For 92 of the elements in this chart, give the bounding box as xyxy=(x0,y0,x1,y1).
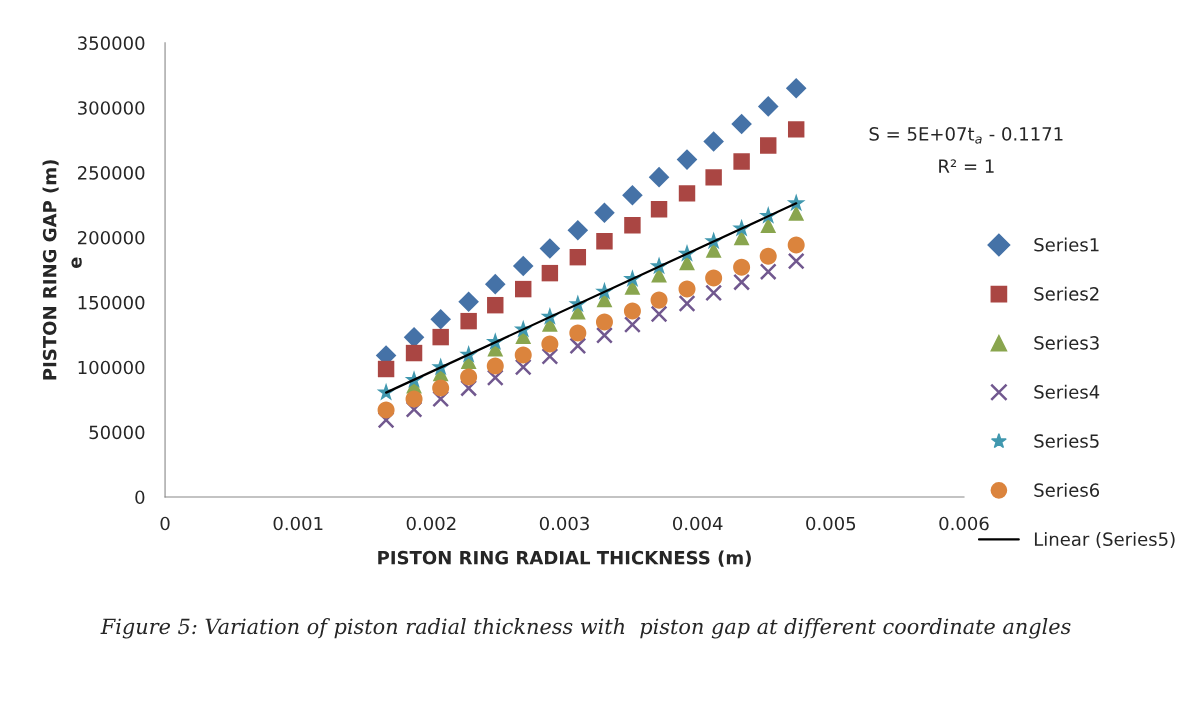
point xyxy=(705,284,723,302)
point xyxy=(786,193,806,212)
point xyxy=(403,327,425,348)
point xyxy=(678,185,696,202)
point xyxy=(731,113,752,135)
legend-label: Linear (Series5) xyxy=(1034,532,1175,549)
point xyxy=(650,201,668,218)
point xyxy=(514,346,532,364)
legend-label: Series2 xyxy=(1034,286,1099,301)
x-tick-label: 0.001 xyxy=(273,516,323,531)
point xyxy=(569,248,587,266)
point xyxy=(787,236,805,254)
annotation: R² = 1 xyxy=(939,159,994,173)
point xyxy=(541,347,559,365)
point xyxy=(650,305,668,323)
point xyxy=(515,280,532,298)
point xyxy=(760,137,777,154)
point xyxy=(541,335,559,353)
point xyxy=(405,344,423,362)
point xyxy=(594,202,615,224)
legend-label: Series4 xyxy=(1034,384,1100,399)
point xyxy=(405,400,423,418)
point xyxy=(705,169,722,186)
point xyxy=(541,264,559,282)
point xyxy=(377,401,395,419)
annotation: S = 5E+07t$_{a}$ - 0.1171 xyxy=(869,127,1063,144)
point xyxy=(514,358,532,376)
text: e xyxy=(71,257,82,269)
point xyxy=(622,184,643,206)
x-tick-label: 0.004 xyxy=(673,516,723,531)
point xyxy=(460,379,478,397)
y-tick-label: 50000 xyxy=(89,425,145,440)
point xyxy=(432,390,450,408)
point xyxy=(787,121,805,138)
point xyxy=(432,328,449,346)
caption: Figure 5: Variation of piston radial thickness with piston gap at different coordinate angles xyxy=(100,618,1071,639)
point xyxy=(757,96,779,117)
point xyxy=(623,316,641,334)
point xyxy=(703,131,724,152)
point xyxy=(678,294,696,313)
point xyxy=(705,269,723,287)
x-tick-label: 0.006 xyxy=(939,516,989,531)
point xyxy=(595,313,613,331)
point xyxy=(678,280,696,298)
point xyxy=(650,291,668,309)
point xyxy=(486,369,504,387)
point xyxy=(624,217,641,234)
legend-label: Series5 xyxy=(1034,433,1099,448)
point xyxy=(759,247,777,265)
point xyxy=(595,326,613,344)
legend-label: Series6 xyxy=(1034,482,1100,497)
point xyxy=(512,255,534,277)
point xyxy=(460,312,477,330)
point xyxy=(787,252,805,270)
point xyxy=(458,291,479,312)
legend-label: Series1 xyxy=(1034,237,1099,252)
point xyxy=(377,360,395,378)
point xyxy=(405,390,423,408)
point xyxy=(487,296,504,314)
point xyxy=(567,220,589,241)
y-tick-label: 300000 xyxy=(78,101,145,115)
point xyxy=(596,233,613,250)
point xyxy=(460,368,478,386)
y-tick-label: 150000 xyxy=(78,295,145,310)
x-tick-label: 0.005 xyxy=(806,516,856,531)
x-tick-label: 0.002 xyxy=(406,516,456,531)
point xyxy=(676,149,698,170)
point xyxy=(432,379,450,397)
point xyxy=(760,217,777,234)
point xyxy=(623,302,641,320)
legend-label: Series3 xyxy=(1034,335,1099,350)
point xyxy=(569,324,587,342)
y-tick-label: 0 xyxy=(135,490,145,505)
point xyxy=(733,258,751,276)
point xyxy=(486,357,504,375)
x-tick-label: 0 xyxy=(160,516,170,531)
y-tick-label: 200000 xyxy=(78,230,145,245)
point xyxy=(484,273,506,295)
y-tick-label: 350000 xyxy=(78,36,145,50)
point xyxy=(733,153,750,170)
point xyxy=(785,77,807,99)
y-tick-label: 100000 xyxy=(78,360,145,375)
point xyxy=(539,238,561,259)
point xyxy=(430,308,451,330)
x-tick-label: 0.003 xyxy=(539,516,589,531)
point xyxy=(733,273,751,291)
point xyxy=(759,263,777,281)
y-axis-title: PISTON RING GAP (m) xyxy=(42,160,59,380)
y-tick-label: 250000 xyxy=(78,166,145,180)
point xyxy=(648,166,670,188)
x-axis-title: PISTON RING RADIAL THICKNESS (m) xyxy=(378,550,751,567)
point xyxy=(569,337,587,355)
